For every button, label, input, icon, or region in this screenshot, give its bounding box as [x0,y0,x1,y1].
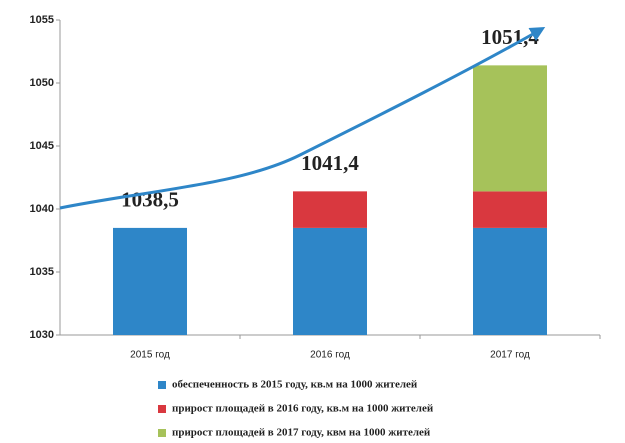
total-label: 1041,4 [301,151,359,175]
legend-label: прирост площадей в 2017 году, квм на 100… [172,427,431,439]
bar-segment [293,227,367,335]
x-tick-label: 2016 год [310,350,350,361]
y-tick-label: 1045 [30,140,54,152]
y-tick-label: 1040 [30,203,54,215]
y-tick-label: 1030 [30,329,54,341]
y-tick-label: 1035 [30,266,54,278]
legend-swatch [158,405,166,413]
legend-swatch [158,381,166,389]
y-tick-label: 1050 [30,77,54,89]
legend-label: прирост площадей в 2016 году, кв.м на 10… [172,403,434,415]
legend-swatch [158,429,166,437]
x-tick-label: 2017 год [490,350,530,361]
bar-segment [473,227,547,335]
bar-segment [473,191,547,228]
legend-label: обеспеченность в 2015 году, кв.м на 1000… [172,379,418,391]
bar-segment [113,227,187,335]
trend-arrow [59,27,546,210]
bar-segment [473,65,547,192]
x-tick-label: 2015 год [130,350,170,361]
bar-segment [293,191,367,228]
y-tick-label: 1055 [30,14,54,26]
